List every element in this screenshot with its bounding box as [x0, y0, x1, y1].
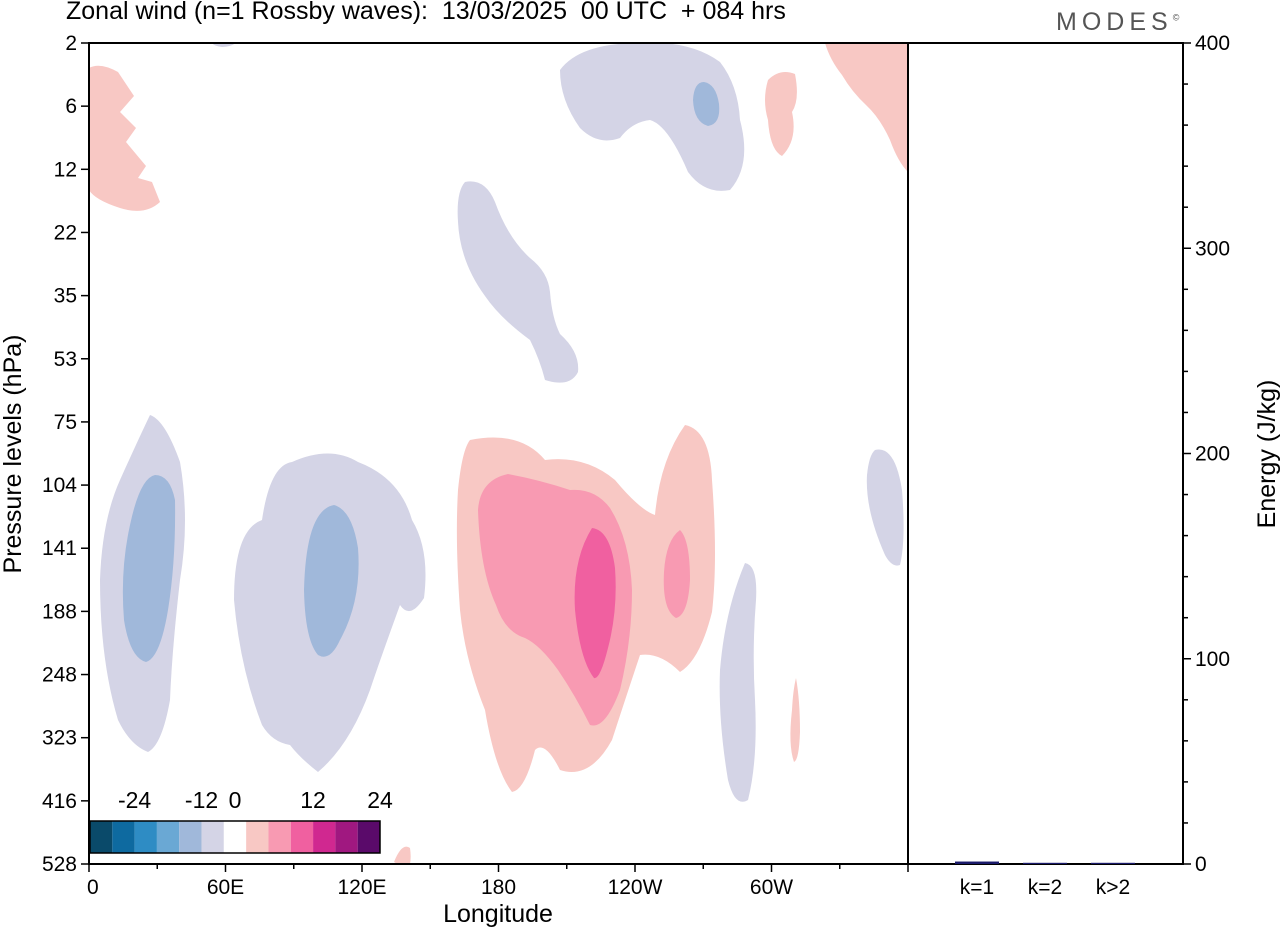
y-tick-label: 2: [65, 32, 77, 55]
colorbar-swatch: [335, 821, 358, 853]
energy-plot-frame: [907, 42, 1184, 865]
colorbar-legend: -24 -12 0 12 24: [89, 782, 393, 864]
y-tick-label: 248: [42, 664, 77, 687]
contour-negative-region: [457, 181, 579, 383]
energy-tick-label: 100: [1195, 648, 1230, 671]
brand-mark: ©: [1172, 12, 1180, 23]
contour-positive-region: [394, 846, 411, 864]
colorbar-swatch: [90, 821, 113, 853]
contour-positive-region: [663, 530, 690, 618]
x-tick-label: 120E: [337, 876, 386, 899]
contour-positive-region: [89, 65, 160, 211]
energy-tick-label: 400: [1195, 32, 1230, 55]
contour-negative-region: [866, 449, 904, 566]
contour-positive-region: [765, 72, 797, 156]
colorbar-swatch: [290, 821, 314, 853]
energy-bar: [955, 861, 999, 864]
contour-negative-region: [693, 82, 720, 126]
y-tick-label: 53: [54, 348, 77, 371]
contour-field: [89, 43, 908, 864]
energy-tick-label: 300: [1195, 237, 1230, 260]
energy-axis-title: Energy (J/kg): [1253, 380, 1280, 529]
y-tick-label: 12: [54, 158, 77, 181]
colorbar-swatch: [246, 821, 269, 853]
colorbar-swatch: [179, 821, 202, 853]
contour-negative-region: [719, 563, 757, 802]
colorbar-label: 12: [300, 787, 326, 813]
x-tick-label: 120W: [608, 876, 663, 899]
energy-bar: [1023, 862, 1067, 864]
colorbar-swatch: [223, 821, 247, 853]
y-tick-label: 323: [42, 727, 77, 750]
colorbar-label: -12: [185, 787, 218, 813]
colorbar-label: 0: [229, 787, 242, 813]
x-axis-title: Longitude: [443, 900, 553, 928]
y-tick-label: 6: [65, 95, 77, 118]
y-tick-label: 141: [42, 537, 77, 560]
colorbar-swatch: [268, 821, 291, 853]
y-tick-label: 75: [54, 411, 77, 434]
colorbar-label: 24: [367, 787, 393, 813]
colorbar-swatch: [201, 821, 224, 853]
colorbar-swatch: [357, 821, 380, 853]
y-tick-label: 22: [54, 221, 77, 244]
contour-negative-region: [304, 505, 359, 657]
colorbar-swatch: [313, 821, 336, 853]
x-tick-label: 180: [481, 876, 516, 899]
contour-negative-region: [560, 43, 745, 191]
energy-tick-label: 0: [1195, 853, 1207, 876]
y-tick-label: 416: [42, 790, 77, 813]
brand-logo: MODES©: [1056, 8, 1179, 37]
bar-category-label: k=1: [960, 876, 994, 899]
colorbar-swatch: [112, 821, 135, 853]
y-tick-label: 104: [42, 474, 77, 497]
x-tick-label: 0: [87, 876, 99, 899]
bar-category-label: k>2: [1096, 876, 1130, 899]
chart-title: Zonal wind (n=1 Rossby waves): 13/03/202…: [66, 0, 786, 25]
y-axis-title: Pressure levels (hPa): [0, 335, 27, 574]
colorbar-label: -24: [118, 787, 151, 813]
contour-negative-region: [122, 475, 176, 662]
colorbar-swatch: [134, 821, 157, 853]
bar-category-label: k=2: [1028, 876, 1062, 899]
x-tick-label: 60W: [750, 876, 793, 899]
brand-name: MODES: [1056, 8, 1173, 36]
contour-positive-region: [790, 678, 800, 762]
x-tick-label: 60E: [207, 876, 244, 899]
energy-bar: [1091, 862, 1135, 864]
colorbar-swatch: [156, 821, 180, 853]
y-tick-label: 188: [42, 600, 77, 623]
energy-tick-label: 200: [1195, 443, 1230, 466]
y-tick-label: 528: [42, 853, 77, 876]
y-tick-label: 35: [54, 285, 77, 308]
contour-positive-region: [825, 43, 908, 172]
contour-positive-region: [574, 528, 616, 679]
